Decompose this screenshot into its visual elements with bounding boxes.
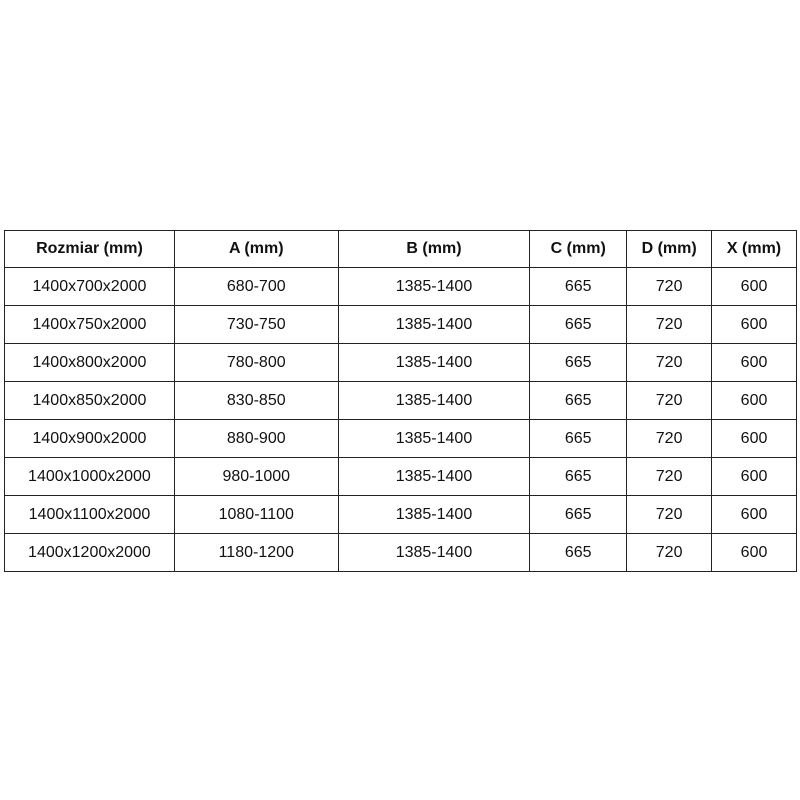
table-cell: 720 (626, 267, 713, 306)
table-cell: 600 (711, 495, 797, 534)
table-cell: 600 (711, 533, 797, 572)
table-header-row: Rozmiar (mm) A (mm) B (mm) C (mm) D (mm) X (m… (4, 230, 797, 268)
table-cell: 720 (626, 457, 713, 496)
table-row: 1400x800x2000 780-800 1385-1400 665 720 600 (4, 343, 797, 382)
table-cell: 665 (529, 495, 628, 534)
table-row: 1400x850x2000 830-850 1385-1400 665 720 600 (4, 381, 797, 420)
column-header: X (mm) (711, 230, 797, 268)
table-cell: 1080-1100 (173, 495, 339, 534)
table-cell: 980-1000 (173, 457, 339, 496)
table-cell: 665 (529, 533, 628, 572)
table-cell: 830-850 (173, 381, 339, 420)
table-cell: 720 (626, 495, 713, 534)
table-cell: 1400x700x2000 (4, 267, 175, 306)
table-cell: 1400x900x2000 (4, 419, 175, 458)
table-cell: 1385-1400 (337, 381, 531, 420)
table-cell: 680-700 (173, 267, 339, 306)
table-cell: 600 (711, 457, 797, 496)
table-cell: 665 (529, 267, 628, 306)
table-row: 1400x1000x2000 980-1000 1385-1400 665 720 600 (4, 457, 797, 496)
table-cell: 665 (529, 305, 628, 344)
table-cell: 1400x850x2000 (4, 381, 175, 420)
table-cell: 665 (529, 343, 628, 382)
table-cell: 720 (626, 381, 713, 420)
table-cell: 665 (529, 457, 628, 496)
column-header: A (mm) (173, 230, 339, 268)
table-cell: 600 (711, 267, 797, 306)
table-cell: 720 (626, 419, 713, 458)
table-cell: 600 (711, 381, 797, 420)
table-cell: 1400x750x2000 (4, 305, 175, 344)
table-cell: 1400x800x2000 (4, 343, 175, 382)
table-cell: 1385-1400 (337, 343, 531, 382)
table-row: 1400x750x2000 730-750 1385-1400 665 720 600 (4, 305, 797, 344)
table-row: 1400x1100x2000 1080-1100 1385-1400 665 720 60… (4, 495, 797, 534)
column-header: B (mm) (337, 230, 531, 268)
table-cell: 780-800 (173, 343, 339, 382)
column-header: C (mm) (529, 230, 628, 268)
table-cell: 1400x1200x2000 (4, 533, 175, 572)
table-cell: 1400x1100x2000 (4, 495, 175, 534)
table-cell: 1385-1400 (337, 457, 531, 496)
table-cell: 1400x1000x2000 (4, 457, 175, 496)
table-cell: 600 (711, 419, 797, 458)
table-cell: 730-750 (173, 305, 339, 344)
dimensions-table: Rozmiar (mm) A (mm) B (mm) C (mm) D (mm) X (m… (4, 230, 797, 572)
table-row: 1400x1200x2000 1180-1200 1385-1400 665 720 60… (4, 533, 797, 572)
table-cell: 665 (529, 419, 628, 458)
table-cell: 600 (711, 305, 797, 344)
table-row: 1400x900x2000 880-900 1385-1400 665 720 600 (4, 419, 797, 458)
table-cell: 1385-1400 (337, 419, 531, 458)
column-header: Rozmiar (mm) (4, 230, 175, 268)
table-cell: 720 (626, 533, 713, 572)
table-cell: 880-900 (173, 419, 339, 458)
table-cell: 720 (626, 343, 713, 382)
table-cell: 1385-1400 (337, 533, 531, 572)
table-cell: 1385-1400 (337, 495, 531, 534)
table-cell: 1385-1400 (337, 305, 531, 344)
table-cell: 665 (529, 381, 628, 420)
table-cell: 1180-1200 (173, 533, 339, 572)
column-header: D (mm) (626, 230, 713, 268)
table-cell: 1385-1400 (337, 267, 531, 306)
table-cell: 600 (711, 343, 797, 382)
table-cell: 720 (626, 305, 713, 344)
table-row: 1400x700x2000 680-700 1385-1400 665 720 600 (4, 267, 797, 306)
